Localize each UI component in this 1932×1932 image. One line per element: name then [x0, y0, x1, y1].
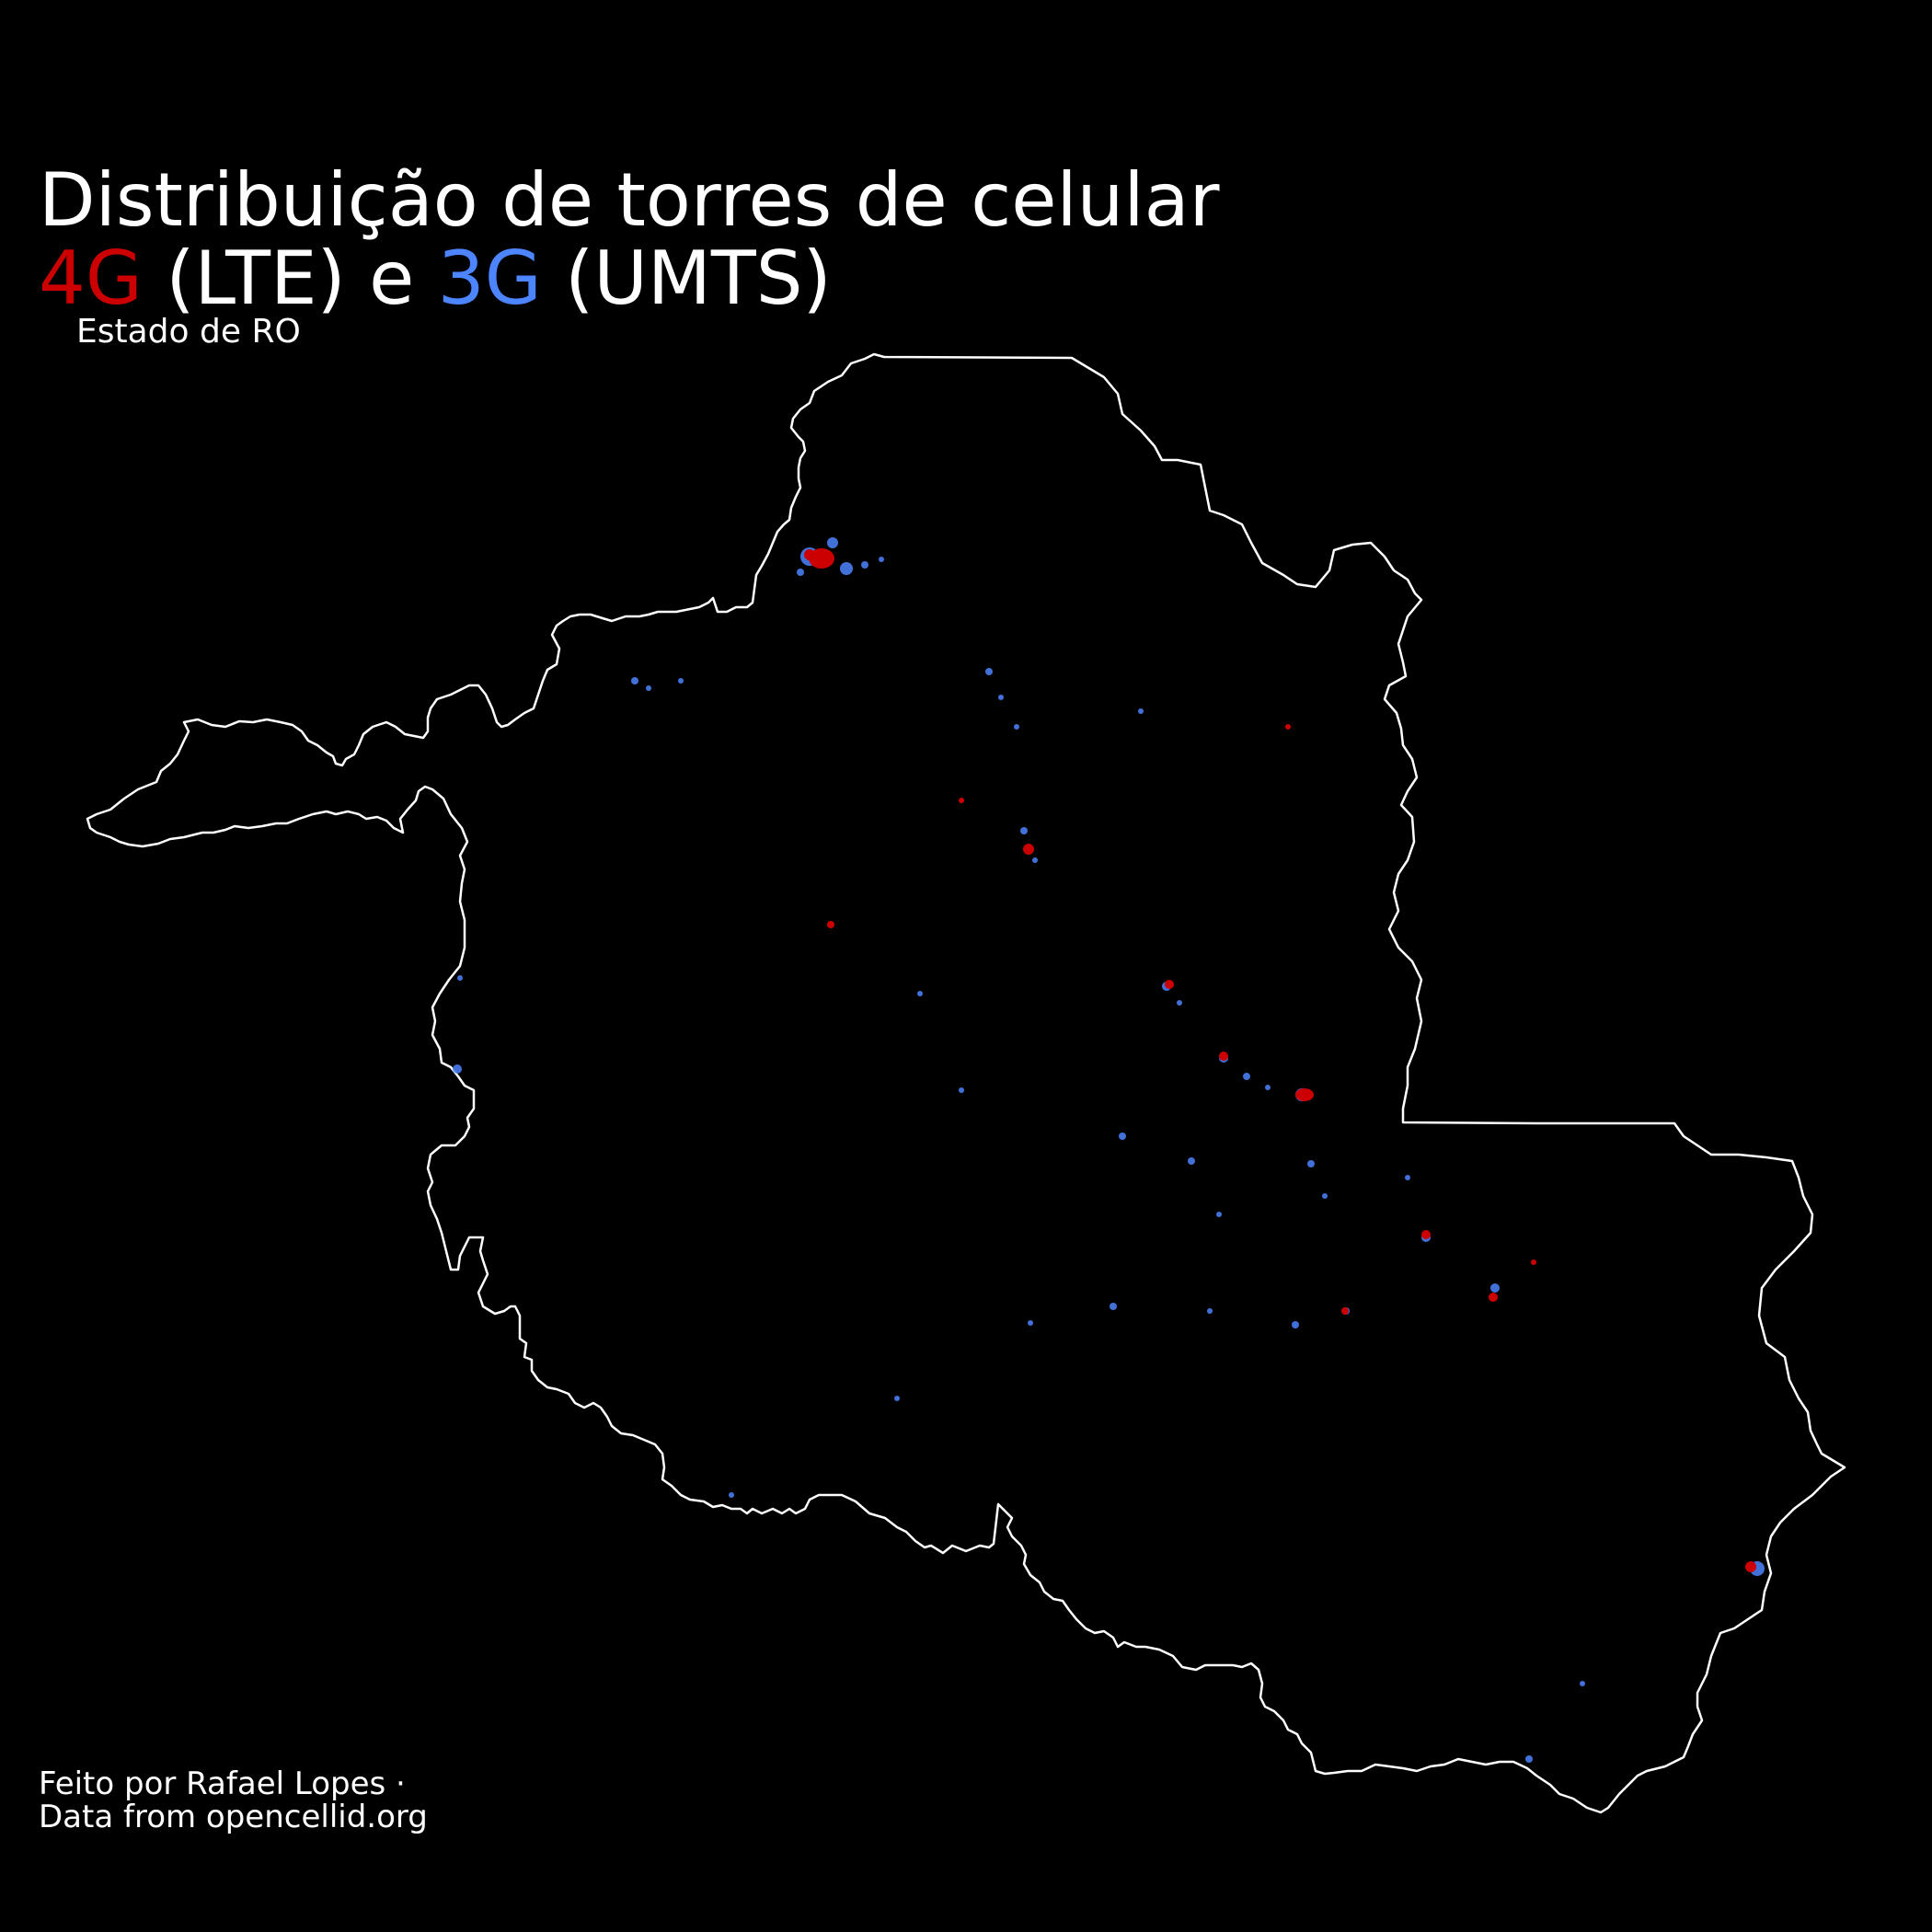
credit-caption: Feito por Rafael Lopes ·	[39, 1765, 406, 1802]
state-border	[86, 352, 1846, 1814]
umts-towers	[453, 537, 1765, 1763]
umts-label: 3G	[437, 236, 542, 321]
map-title: Distribuição de torres de celular	[39, 157, 1220, 243]
source-caption: Data from opencellid.org	[39, 1799, 428, 1835]
lte-paren: (LTE) e	[142, 236, 438, 321]
lte-towers	[804, 548, 1756, 1572]
umts-paren: (UMTS)	[541, 236, 832, 321]
map-subtitle: Estado de RO	[76, 313, 301, 351]
map-title-line2: 4G (LTE) e 3G (UMTS)	[39, 237, 832, 320]
lte-label: 4G	[39, 236, 143, 321]
